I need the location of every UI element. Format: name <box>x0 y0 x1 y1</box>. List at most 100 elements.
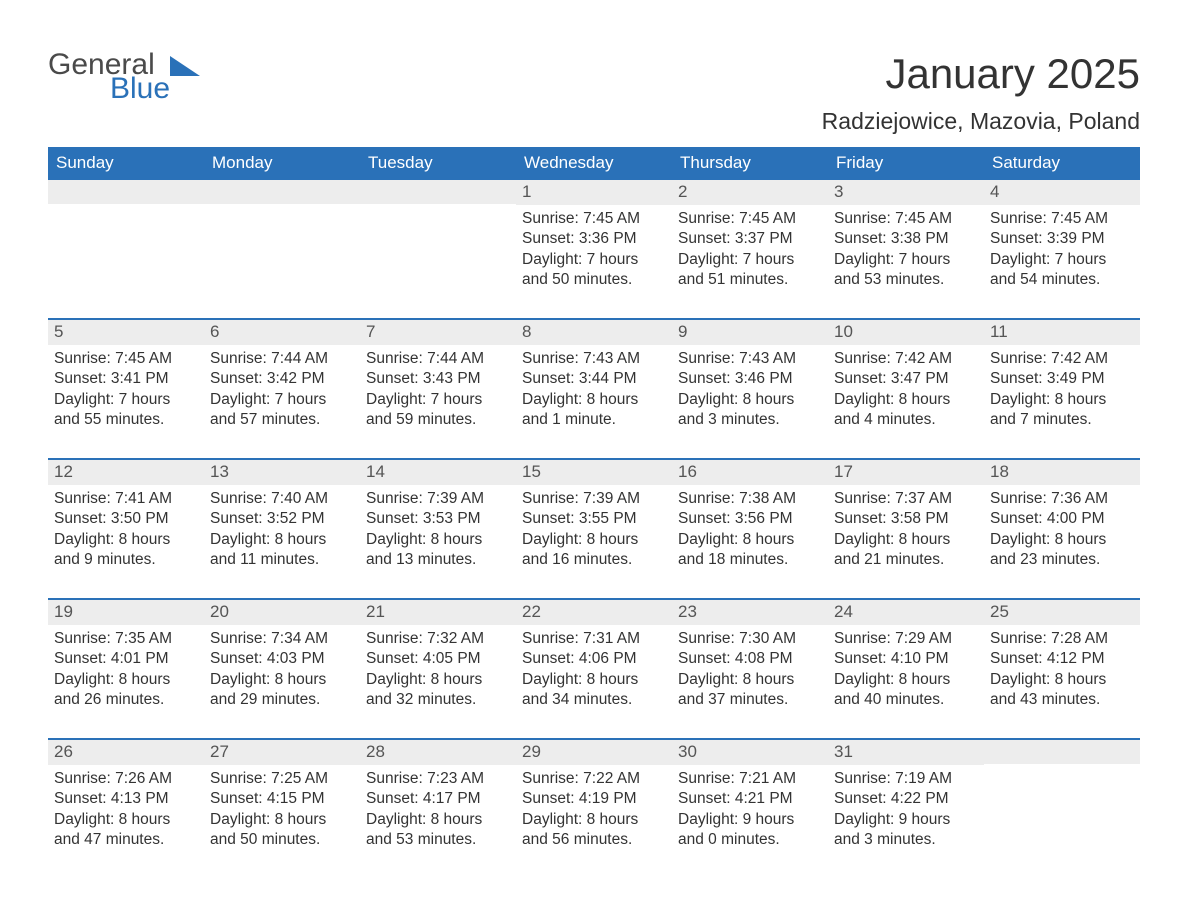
day-number: 9 <box>672 320 828 345</box>
day-number: 31 <box>828 740 984 765</box>
day-number <box>48 180 204 204</box>
day-body: Sunrise: 7:40 AMSunset: 3:52 PMDaylight:… <box>204 485 360 577</box>
day-cell: 2Sunrise: 7:45 AMSunset: 3:37 PMDaylight… <box>672 180 828 318</box>
day-number: 19 <box>48 600 204 625</box>
sunset-label: Sunset: 4:10 PM <box>834 649 978 669</box>
sunset-label: Sunset: 3:55 PM <box>522 509 666 529</box>
day-body: Sunrise: 7:42 AMSunset: 3:47 PMDaylight:… <box>828 345 984 437</box>
brand-triangle-icon <box>170 56 200 76</box>
sunset-label: Sunset: 4:06 PM <box>522 649 666 669</box>
day-cell: 30Sunrise: 7:21 AMSunset: 4:21 PMDayligh… <box>672 740 828 878</box>
sunset-label: Sunset: 4:13 PM <box>54 789 198 809</box>
sunrise-label: Sunrise: 7:37 AM <box>834 489 978 509</box>
day-body: Sunrise: 7:19 AMSunset: 4:22 PMDaylight:… <box>828 765 984 857</box>
day-cell: 18Sunrise: 7:36 AMSunset: 4:00 PMDayligh… <box>984 460 1140 598</box>
sunset-label: Sunset: 3:58 PM <box>834 509 978 529</box>
day-body: Sunrise: 7:42 AMSunset: 3:49 PMDaylight:… <box>984 345 1140 437</box>
daylight-label: Daylight: 8 hours and 3 minutes. <box>678 390 822 431</box>
sunrise-label: Sunrise: 7:45 AM <box>834 209 978 229</box>
daylight-label: Daylight: 8 hours and 1 minute. <box>522 390 666 431</box>
day-body: Sunrise: 7:39 AMSunset: 3:53 PMDaylight:… <box>360 485 516 577</box>
day-cell: 9Sunrise: 7:43 AMSunset: 3:46 PMDaylight… <box>672 320 828 458</box>
sunrise-label: Sunrise: 7:31 AM <box>522 629 666 649</box>
daylight-label: Daylight: 7 hours and 54 minutes. <box>990 250 1134 291</box>
day-cell: 20Sunrise: 7:34 AMSunset: 4:03 PMDayligh… <box>204 600 360 738</box>
sunset-label: Sunset: 3:37 PM <box>678 229 822 249</box>
sunrise-label: Sunrise: 7:44 AM <box>210 349 354 369</box>
day-body: Sunrise: 7:44 AMSunset: 3:43 PMDaylight:… <box>360 345 516 437</box>
daylight-label: Daylight: 7 hours and 55 minutes. <box>54 390 198 431</box>
day-body: Sunrise: 7:36 AMSunset: 4:00 PMDaylight:… <box>984 485 1140 577</box>
daylight-label: Daylight: 8 hours and 34 minutes. <box>522 670 666 711</box>
daylight-label: Daylight: 9 hours and 3 minutes. <box>834 810 978 851</box>
day-number: 22 <box>516 600 672 625</box>
sunrise-label: Sunrise: 7:22 AM <box>522 769 666 789</box>
day-cell: 3Sunrise: 7:45 AMSunset: 3:38 PMDaylight… <box>828 180 984 318</box>
day-number: 25 <box>984 600 1140 625</box>
sunrise-label: Sunrise: 7:43 AM <box>678 349 822 369</box>
daylight-label: Daylight: 8 hours and 7 minutes. <box>990 390 1134 431</box>
day-body: Sunrise: 7:41 AMSunset: 3:50 PMDaylight:… <box>48 485 204 577</box>
day-body: Sunrise: 7:35 AMSunset: 4:01 PMDaylight:… <box>48 625 204 717</box>
day-cell: 10Sunrise: 7:42 AMSunset: 3:47 PMDayligh… <box>828 320 984 458</box>
day-cell <box>984 740 1140 878</box>
sunrise-label: Sunrise: 7:28 AM <box>990 629 1134 649</box>
daylight-label: Daylight: 8 hours and 11 minutes. <box>210 530 354 571</box>
sunrise-label: Sunrise: 7:45 AM <box>678 209 822 229</box>
day-number: 7 <box>360 320 516 345</box>
sunrise-label: Sunrise: 7:40 AM <box>210 489 354 509</box>
day-body: Sunrise: 7:21 AMSunset: 4:21 PMDaylight:… <box>672 765 828 857</box>
day-cell <box>360 180 516 318</box>
daylight-label: Daylight: 9 hours and 0 minutes. <box>678 810 822 851</box>
day-cell: 19Sunrise: 7:35 AMSunset: 4:01 PMDayligh… <box>48 600 204 738</box>
day-body: Sunrise: 7:45 AMSunset: 3:38 PMDaylight:… <box>828 205 984 297</box>
day-body: Sunrise: 7:43 AMSunset: 3:46 PMDaylight:… <box>672 345 828 437</box>
sunrise-label: Sunrise: 7:19 AM <box>834 769 978 789</box>
sunrise-label: Sunrise: 7:39 AM <box>522 489 666 509</box>
day-body: Sunrise: 7:45 AMSunset: 3:36 PMDaylight:… <box>516 205 672 297</box>
day-cell: 1Sunrise: 7:45 AMSunset: 3:36 PMDaylight… <box>516 180 672 318</box>
day-number: 15 <box>516 460 672 485</box>
sunrise-label: Sunrise: 7:26 AM <box>54 769 198 789</box>
sunset-label: Sunset: 3:53 PM <box>366 509 510 529</box>
calendar-table: SundayMondayTuesdayWednesdayThursdayFrid… <box>48 147 1140 878</box>
weekday-header-cell: Tuesday <box>360 147 516 180</box>
brand-text-group: General Blue <box>48 50 170 104</box>
day-cell: 25Sunrise: 7:28 AMSunset: 4:12 PMDayligh… <box>984 600 1140 738</box>
sunset-label: Sunset: 4:12 PM <box>990 649 1134 669</box>
sunrise-label: Sunrise: 7:43 AM <box>522 349 666 369</box>
day-cell: 29Sunrise: 7:22 AMSunset: 4:19 PMDayligh… <box>516 740 672 878</box>
day-number: 3 <box>828 180 984 205</box>
day-body: Sunrise: 7:30 AMSunset: 4:08 PMDaylight:… <box>672 625 828 717</box>
week-row: 5Sunrise: 7:45 AMSunset: 3:41 PMDaylight… <box>48 318 1140 458</box>
day-body: Sunrise: 7:34 AMSunset: 4:03 PMDaylight:… <box>204 625 360 717</box>
day-number: 14 <box>360 460 516 485</box>
sunset-label: Sunset: 4:21 PM <box>678 789 822 809</box>
brand-logo: General Blue <box>48 50 200 104</box>
daylight-label: Daylight: 8 hours and 50 minutes. <box>210 810 354 851</box>
day-body: Sunrise: 7:31 AMSunset: 4:06 PMDaylight:… <box>516 625 672 717</box>
daylight-label: Daylight: 7 hours and 59 minutes. <box>366 390 510 431</box>
weekday-header-cell: Sunday <box>48 147 204 180</box>
sunrise-label: Sunrise: 7:42 AM <box>834 349 978 369</box>
day-body: Sunrise: 7:23 AMSunset: 4:17 PMDaylight:… <box>360 765 516 857</box>
daylight-label: Daylight: 8 hours and 56 minutes. <box>522 810 666 851</box>
sunrise-label: Sunrise: 7:25 AM <box>210 769 354 789</box>
day-body: Sunrise: 7:32 AMSunset: 4:05 PMDaylight:… <box>360 625 516 717</box>
day-number: 21 <box>360 600 516 625</box>
week-row: 1Sunrise: 7:45 AMSunset: 3:36 PMDaylight… <box>48 180 1140 318</box>
daylight-label: Daylight: 8 hours and 47 minutes. <box>54 810 198 851</box>
day-body: Sunrise: 7:44 AMSunset: 3:42 PMDaylight:… <box>204 345 360 437</box>
sunrise-label: Sunrise: 7:41 AM <box>54 489 198 509</box>
day-body: Sunrise: 7:26 AMSunset: 4:13 PMDaylight:… <box>48 765 204 857</box>
day-cell <box>48 180 204 318</box>
sunrise-label: Sunrise: 7:21 AM <box>678 769 822 789</box>
sunrise-label: Sunrise: 7:38 AM <box>678 489 822 509</box>
day-number: 11 <box>984 320 1140 345</box>
sunrise-label: Sunrise: 7:44 AM <box>366 349 510 369</box>
sunset-label: Sunset: 3:39 PM <box>990 229 1134 249</box>
sunset-label: Sunset: 3:46 PM <box>678 369 822 389</box>
day-cell: 22Sunrise: 7:31 AMSunset: 4:06 PMDayligh… <box>516 600 672 738</box>
day-number: 12 <box>48 460 204 485</box>
sunset-label: Sunset: 4:19 PM <box>522 789 666 809</box>
